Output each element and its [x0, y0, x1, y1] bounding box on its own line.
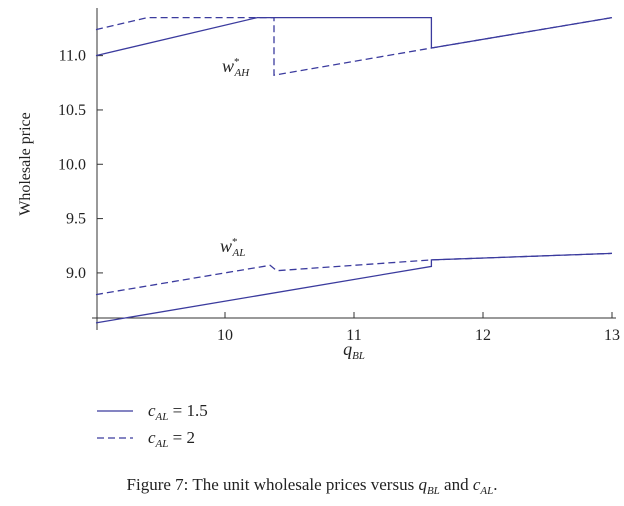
- text-part: c: [148, 401, 156, 420]
- text-part: w: [220, 236, 232, 256]
- series-line: [95, 16, 613, 324]
- superscript: *: [234, 56, 240, 68]
- superscript: *: [232, 236, 238, 248]
- rich-text: w*AH​: [222, 56, 250, 79]
- text-part: q: [418, 475, 427, 494]
- x-tick-label: 13: [604, 327, 620, 344]
- series-line: [95, 16, 613, 296]
- x-tick-label: 10: [217, 327, 233, 344]
- x-tick-label: 12: [475, 327, 491, 344]
- subscript: BL: [352, 350, 365, 362]
- rich-text: Figure 7: The unit wholesale prices vers…: [127, 475, 498, 497]
- text-part: and: [440, 475, 473, 494]
- y-tick-label: 11.0: [59, 48, 86, 65]
- subscript: BL: [427, 485, 440, 497]
- text-part: = 2: [168, 428, 195, 447]
- rich-text: cAL​ = 1.5: [148, 401, 208, 423]
- y-tick-label: 9.5: [66, 211, 86, 228]
- y-tick-label: 9.0: [66, 265, 86, 282]
- text-part: Figure 7: The unit wholesale prices vers…: [127, 475, 419, 494]
- rich-text: w*AL​: [220, 236, 245, 259]
- text-part: q: [343, 339, 352, 359]
- x-tick-label: 11: [346, 327, 361, 344]
- subscript: AL: [155, 438, 169, 450]
- text-part: c: [473, 475, 481, 494]
- rich-text: cAL​ = 2: [148, 428, 195, 450]
- y-tick-label: 10.5: [58, 102, 86, 119]
- y-tick-label: 10.0: [58, 156, 86, 173]
- subscript: AL: [479, 485, 493, 497]
- subscript: AH: [234, 67, 251, 79]
- subscript: AL: [155, 411, 169, 423]
- y-axis-label: Wholesale price: [17, 112, 34, 216]
- rich-text: qBL​: [343, 339, 365, 362]
- text-part: w: [222, 56, 234, 76]
- text-part: c: [148, 428, 156, 447]
- text-part: = 1.5: [168, 401, 207, 420]
- text-part: .: [493, 475, 497, 494]
- subscript: AL: [232, 247, 246, 259]
